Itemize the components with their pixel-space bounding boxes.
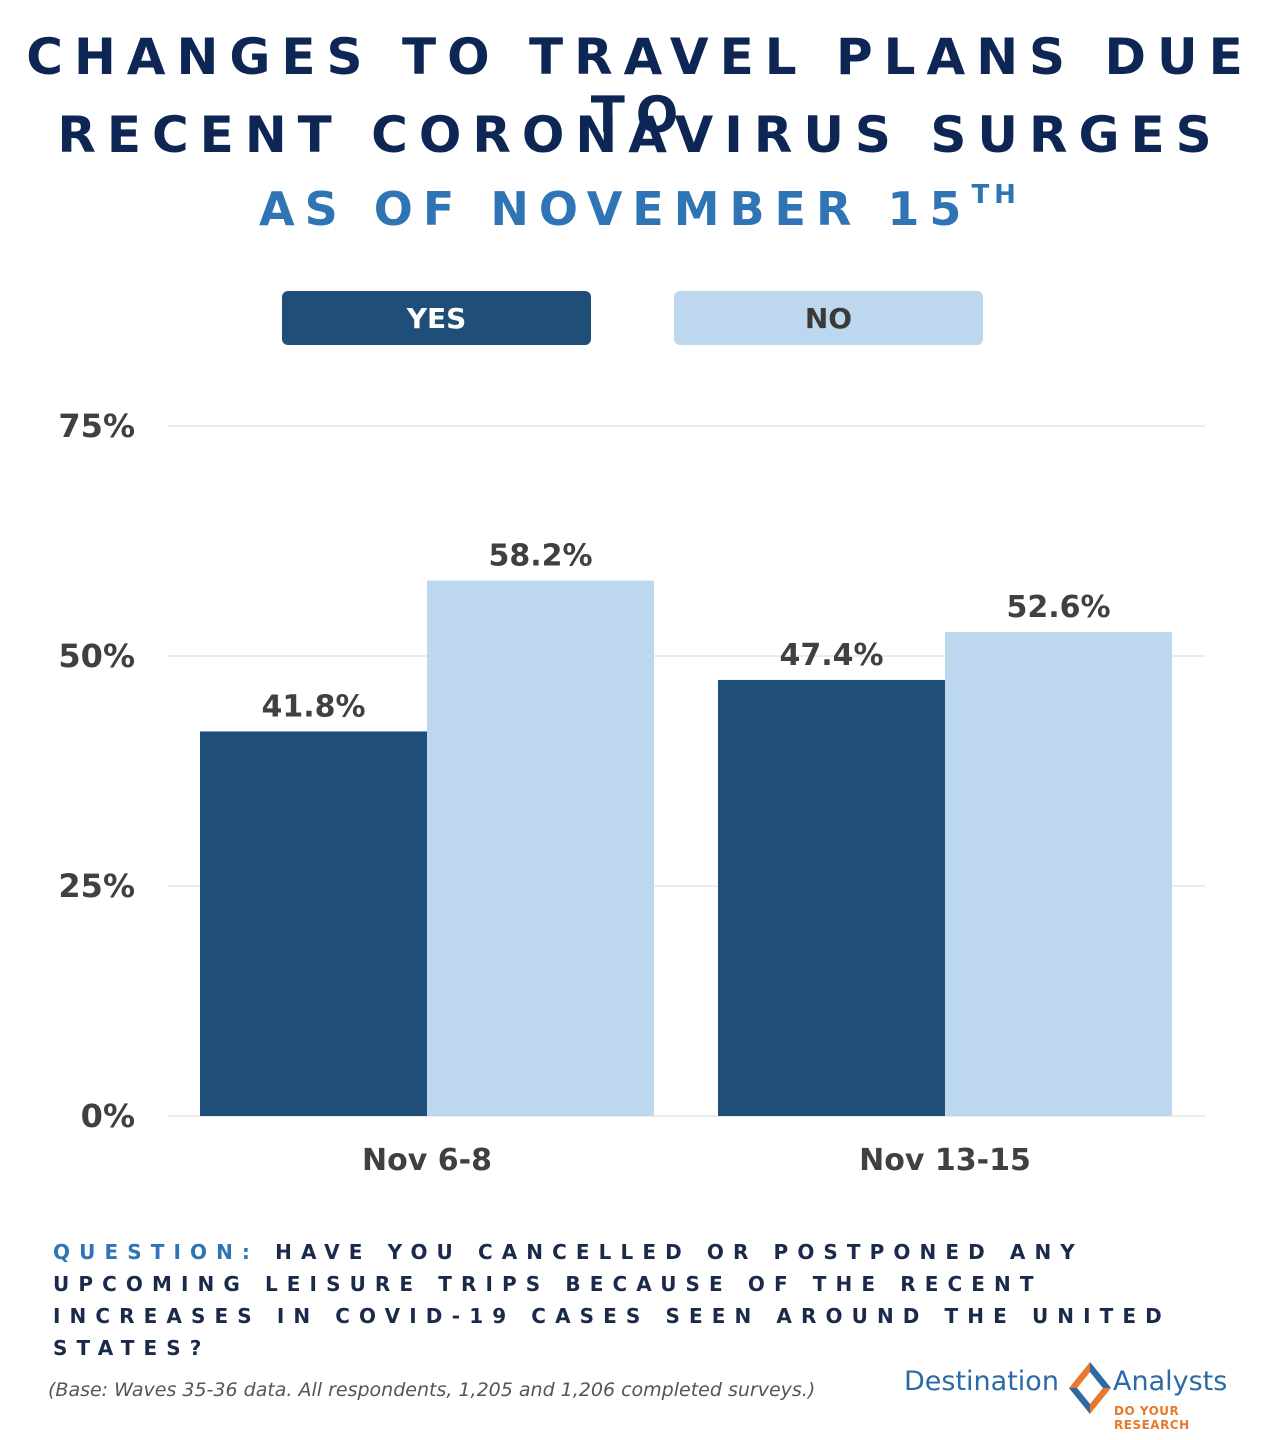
y-tick-label-0: 0% [81,1097,135,1135]
y-tick-label-75: 75% [58,407,135,445]
base-note: (Base: Waves 35-36 data. All respondents… [48,1379,816,1401]
bar-no-2 [945,632,1172,1116]
bar-yes-1 [200,731,427,1116]
logo-tagline: DO YOUR RESEARCH [1114,1404,1190,1432]
bar-chart: 0% 25% 50% 75% 41.8% 58.2% Nov 6-8 47.4% 52.6% No… [58,407,1205,1178]
logo-word-analysts: Analysts [1113,1366,1228,1397]
subtitle-text: AS OF NOVEMBER 15 [259,182,972,236]
question-text: HAVE YOU CANCELLED OR POSTPONED ANY UPCO… [53,1240,1171,1360]
data-label-no-1: 58.2% [488,539,592,574]
data-label-no-2: 52.6% [1006,590,1110,625]
chart-title-line-1: CHANGES TO TRAVEL PLANS DUE TO [26,28,1254,144]
data-label-yes-2: 47.4% [779,638,883,673]
data-label-yes-1: 41.8% [261,689,365,724]
chart-title-line-2: RECENT CORONAVIRUS SURGES [57,106,1223,164]
y-tick-label-50: 50% [58,637,135,675]
destination-analysts-logo: Destination Analysts DO YOUR RESEARCH [904,1358,1254,1432]
legend-no: NO [674,291,983,345]
question-label: QUESTION: [53,1240,260,1264]
y-tick-label-25: 25% [58,867,135,905]
bar-yes-2 [718,679,945,1116]
subtitle-suffix: TH [971,180,1021,210]
diamond-logo-icon [1069,1362,1111,1414]
chart-subtitle: AS OF NOVEMBER 15TH [0,180,1280,236]
bar-no-1 [427,580,654,1116]
x-category-label-2: Nov 13-15 [859,1143,1031,1178]
legend-yes: YES [282,291,591,345]
x-category-label-1: Nov 6-8 [362,1143,492,1178]
logo-word-destination: Destination [904,1366,1059,1397]
survey-question: QUESTION: HAVE YOU CANCELLED OR POSTPONE… [53,1236,1253,1364]
